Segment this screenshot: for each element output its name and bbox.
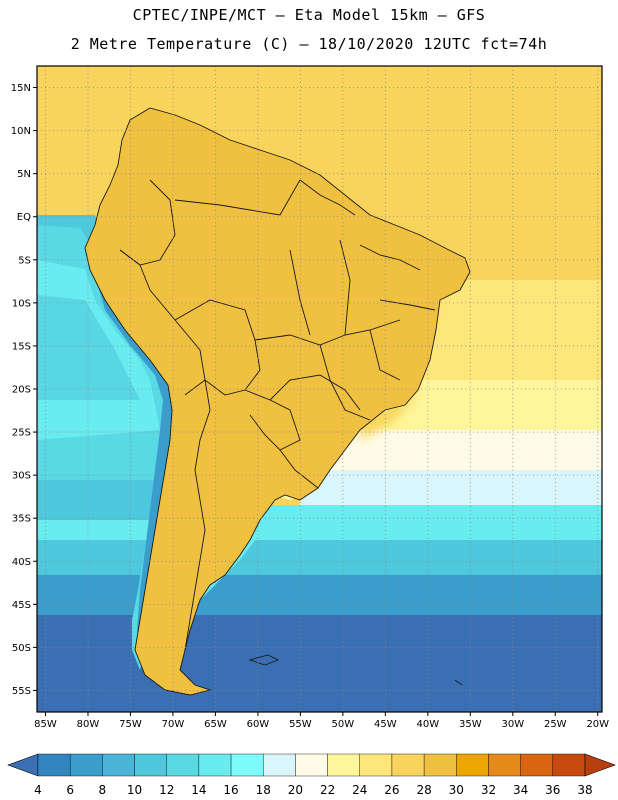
colorbar-swatch bbox=[102, 753, 135, 777]
colorbar-swatch bbox=[263, 753, 296, 777]
south-georgia bbox=[454, 679, 463, 686]
colorbar-level-label: 16 bbox=[223, 783, 238, 797]
lat-label: 50S bbox=[12, 643, 31, 654]
colorbar-swatch bbox=[423, 753, 457, 777]
colorbar-level-label: 20 bbox=[288, 783, 303, 797]
lat-label: 35S bbox=[12, 514, 31, 525]
map-field bbox=[37, 66, 602, 712]
colorbar-level-label: 30 bbox=[449, 783, 464, 797]
map-title-line2: 2 Metre Temperature (C) – 18/10/2020 12U… bbox=[70, 35, 548, 53]
colorbar-level-label: 28 bbox=[416, 783, 431, 797]
lat-label: 25S bbox=[12, 428, 31, 439]
lon-label: 30W bbox=[501, 719, 524, 730]
colorbar-level-label: 22 bbox=[320, 783, 335, 797]
colorbar-level-label: 24 bbox=[352, 783, 367, 797]
colorbar-swatch bbox=[359, 753, 393, 777]
lat-label: EQ bbox=[17, 212, 31, 223]
lon-label: 55W bbox=[289, 719, 312, 730]
colorbar-level-label: 26 bbox=[384, 783, 399, 797]
ocean-band-12 bbox=[37, 540, 602, 580]
country-borders bbox=[84, 107, 471, 696]
colorbar-high-arrow bbox=[584, 753, 616, 777]
colorbar-level-label: 4 bbox=[34, 783, 42, 797]
lon-label: 25W bbox=[544, 719, 567, 730]
colorbar-swatch bbox=[488, 753, 521, 777]
colorbar-level-label: 34 bbox=[513, 783, 528, 797]
central-america bbox=[37, 70, 130, 125]
lon-label: 80W bbox=[77, 719, 100, 730]
colorbar-level-label: 18 bbox=[256, 783, 271, 797]
pacific-band-12 bbox=[37, 295, 140, 400]
colorbar-swatch bbox=[166, 753, 200, 777]
colorbar-labels: 4 6 8 10 12 14 16 18 20 22 24 26 28 30 32 34 36 38 bbox=[34, 783, 592, 797]
map-title-line1: CPTEC/INPE/MCT – Eta Model 15km – GFS bbox=[132, 6, 486, 24]
lon-label: 65W bbox=[204, 719, 227, 730]
lat-label: 15N bbox=[11, 83, 31, 94]
lon-label: 35W bbox=[459, 719, 482, 730]
colorbar-low-arrow bbox=[7, 753, 39, 777]
colorbar-swatch bbox=[198, 753, 232, 777]
colorbar-swatch bbox=[230, 753, 264, 777]
lat-label: 30S bbox=[12, 471, 31, 482]
lon-label: 50W bbox=[332, 719, 355, 730]
colorbar-level-label: 6 bbox=[66, 783, 74, 797]
ocean-band-8 bbox=[37, 575, 602, 620]
colorbar-swatch bbox=[552, 753, 586, 777]
colorbar-swatch bbox=[37, 753, 71, 777]
lon-label: 40W bbox=[417, 719, 440, 730]
latitude-labels: 15N 10N 5N EQ 5S 10S 15S 20S 25S 30S 35S 40S 45S 50S 5… bbox=[11, 83, 37, 697]
colorbar-level-label: 10 bbox=[127, 783, 142, 797]
falkland-islands bbox=[248, 654, 280, 666]
colorbar-swatch bbox=[327, 753, 360, 777]
colorbar-level-label: 8 bbox=[99, 783, 107, 797]
colorbar-swatch bbox=[295, 753, 328, 777]
lat-label: 40S bbox=[12, 557, 31, 568]
longitude-labels: 85W 80W 75W 70W 65W 60W 55W 50W 45W 40W 35W 30W 25W 2… bbox=[34, 712, 609, 730]
temperature-colorbar bbox=[7, 753, 616, 777]
lat-label: 20S bbox=[12, 385, 31, 396]
lat-label: 15S bbox=[12, 341, 31, 352]
lon-label: 85W bbox=[34, 719, 57, 730]
lat-label: 10N bbox=[11, 126, 31, 137]
colorbar-level-label: 12 bbox=[159, 783, 174, 797]
lon-label: 20W bbox=[586, 719, 609, 730]
colorbar-level-label: 32 bbox=[481, 783, 496, 797]
colorbar-swatch bbox=[391, 753, 425, 777]
lon-label: 75W bbox=[119, 719, 142, 730]
lat-label: 5S bbox=[18, 255, 31, 266]
lat-label: 55S bbox=[12, 686, 31, 697]
colorbar-swatch bbox=[134, 753, 167, 777]
colorbar-level-label: 36 bbox=[545, 783, 560, 797]
andes-coldest bbox=[95, 135, 186, 650]
colorbar-swatch bbox=[69, 753, 103, 777]
colorbar-swatch bbox=[456, 753, 489, 777]
ocean-band-4 bbox=[37, 615, 602, 712]
colorbar-level-label: 14 bbox=[191, 783, 206, 797]
lon-label: 60W bbox=[247, 719, 270, 730]
lat-label: 10S bbox=[12, 298, 31, 309]
colorbar-swatch bbox=[520, 753, 554, 777]
lon-label: 70W bbox=[162, 719, 185, 730]
colorbar-level-label: 38 bbox=[577, 783, 592, 797]
lon-label: 45W bbox=[374, 719, 397, 730]
lat-label: 45S bbox=[12, 600, 31, 611]
lat-label: 5N bbox=[17, 169, 31, 180]
